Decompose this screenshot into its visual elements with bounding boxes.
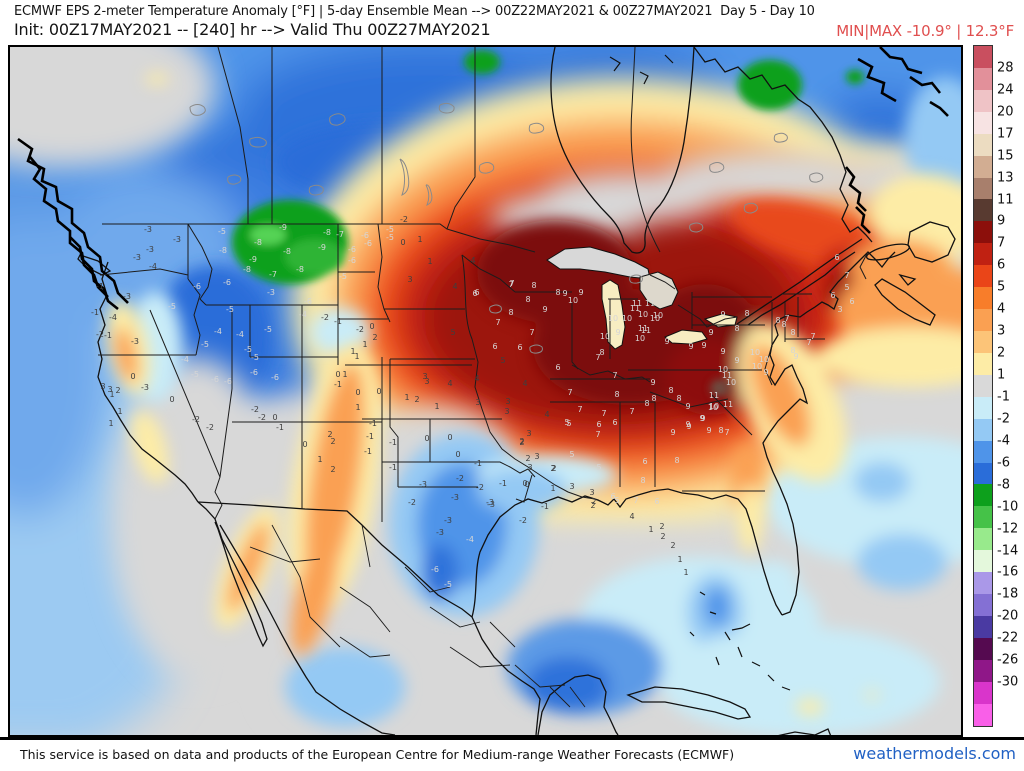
colorbar-band — [974, 528, 992, 551]
canada-lakes — [189, 102, 824, 354]
colorbar-tick-label: 15 — [997, 148, 1014, 164]
colorbar-tick-label: 24 — [997, 82, 1014, 98]
colorbar-tick-label: 3 — [997, 323, 1006, 339]
colorbar-tick-label: 9 — [997, 213, 1006, 229]
colorbar-tick-label: 11 — [997, 192, 1014, 208]
warm-accents — [106, 73, 961, 715]
anomaly-map-graphic — [10, 47, 961, 735]
colorbar-band — [974, 594, 992, 616]
fjord-coast-hatching — [17, 47, 949, 311]
colorbar-band — [974, 550, 992, 573]
colorbar-tick-label: 7 — [997, 235, 1006, 251]
colorbar-band — [974, 133, 992, 156]
colorbar-band — [974, 330, 992, 353]
small-islands — [609, 54, 791, 691]
warmest-spot — [710, 379, 730, 397]
colorbar-band — [974, 111, 992, 134]
colorbar-band — [974, 572, 992, 595]
colorbar-tick-label: 2 — [997, 345, 1006, 361]
colorbar-tick-label: 6 — [997, 257, 1006, 273]
colorbar-band — [974, 67, 992, 90]
colorbar-tick-label: -14 — [997, 543, 1019, 559]
colorbar-tick-label: -22 — [997, 630, 1019, 646]
colorbar-band — [974, 265, 992, 288]
colorbar-band — [974, 703, 992, 726]
colorbar-band — [974, 199, 992, 222]
colorbar-tick-label: -10 — [997, 499, 1019, 515]
colorbar-band — [974, 637, 992, 660]
great-lakes — [546, 246, 738, 350]
colorbar-tick-label: 20 — [997, 104, 1014, 120]
colorbar-band — [974, 659, 992, 682]
colorbar-tick-label: -4 — [997, 433, 1010, 449]
colorbar-band — [974, 352, 992, 375]
colorbar-tick-label: -8 — [997, 477, 1010, 493]
colorbar-tick-label: 4 — [997, 301, 1006, 317]
init-valid-line: Init: 00Z17MAY2021 -- [240] hr --> Valid… — [14, 20, 491, 39]
colorbar-band — [974, 462, 992, 485]
colorbar-tick-label: -2 — [997, 411, 1010, 427]
colorbar-band — [974, 243, 992, 266]
colorbar-band — [974, 418, 992, 441]
colorbar-band — [974, 155, 992, 178]
colorbar-tick-label: -20 — [997, 608, 1019, 624]
colorbar-labels: 28 24 20 17 15 13 11 9 7 6 5 4 3 2 1 -1 -2 -4 -6 -8 -10 -12 -1… — [997, 45, 1024, 727]
cool-accents — [127, 77, 961, 735]
forecast-map: -3 -3 -3 -3 -4 -1 -3 -1 -4 -2 -1 -3 0 3 3 2 -3 1 1 1 0 -2 -2 -4… — [8, 45, 963, 737]
colorbar — [973, 45, 993, 727]
mexico-borders — [249, 524, 586, 708]
colorbar-band — [974, 615, 992, 638]
colorbar-tick-label: 5 — [997, 279, 1006, 295]
minmax-readout: MIN|MAX -10.9° | 12.3°F — [836, 22, 1014, 40]
colorbar-tick-label: -30 — [997, 674, 1019, 690]
colorbar-band — [974, 506, 992, 529]
colorbar-tick-label: -1 — [997, 389, 1010, 405]
colorbar-tick-label: 1 — [997, 367, 1006, 383]
colorbar-band — [974, 440, 992, 463]
colorbar-tick-label: -26 — [997, 652, 1019, 668]
colorbar-band — [974, 681, 992, 704]
weathermodels-brand: weathermodels.com — [853, 744, 1016, 763]
colorbar-tick-label: 13 — [997, 170, 1014, 186]
colorbar-band — [974, 484, 992, 507]
colorbar-tick-label: -12 — [997, 521, 1019, 537]
colorbar-band — [974, 309, 992, 331]
colorbar-tick-label: -6 — [997, 455, 1010, 471]
colorbar-band — [974, 374, 992, 397]
coastlines — [77, 47, 956, 735]
green-cold-cores — [232, 50, 864, 284]
map-title: ECMWF EPS 2-meter Temperature Anomaly [°… — [14, 4, 815, 19]
colorbar-band — [974, 287, 992, 310]
colorbar-tick-label: -18 — [997, 586, 1019, 602]
state-borders — [98, 47, 869, 522]
colorbar-band — [974, 221, 992, 244]
colorbar-tick-label: 17 — [997, 126, 1014, 142]
footer: This service is based on data and produc… — [0, 737, 1024, 771]
colorbar-band — [974, 396, 992, 419]
colorbar-tick-label: -16 — [997, 564, 1019, 580]
colorbar-band — [974, 177, 992, 200]
colorbar-band — [974, 46, 992, 68]
ecmwf-disclaimer: This service is based on data and produc… — [20, 747, 735, 762]
colorbar-band — [974, 89, 992, 112]
colorbar-tick-label: 28 — [997, 60, 1014, 76]
